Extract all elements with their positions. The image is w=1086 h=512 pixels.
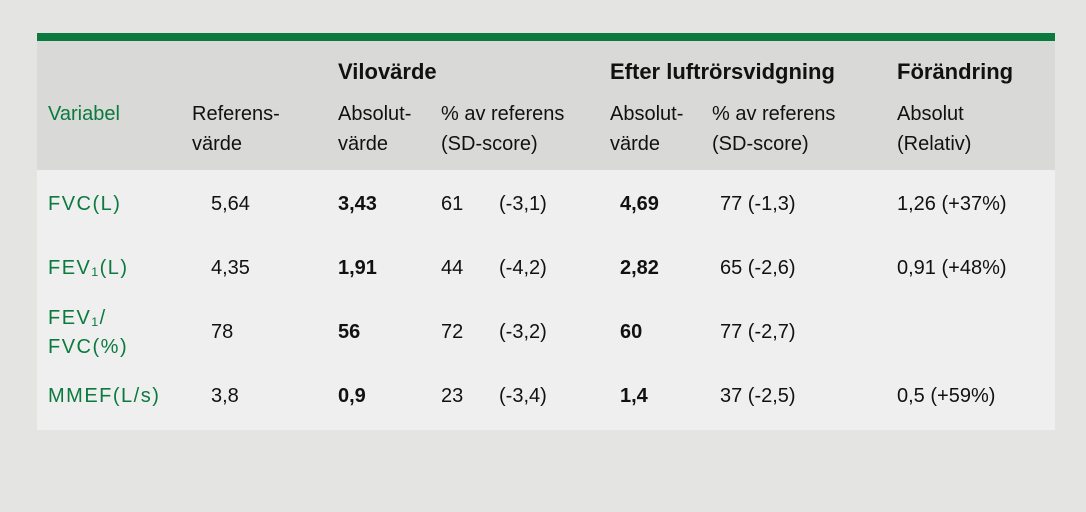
rest-percent: 72: [441, 321, 464, 343]
variable: MMEF(L/s): [48, 385, 161, 407]
rest-absolute: 1,91: [338, 257, 377, 279]
rest-sd: (-4,2): [499, 257, 547, 279]
rest-sd: (-3,2): [499, 321, 547, 343]
reference: 78: [211, 321, 234, 343]
after-percent: 77 (-1,3): [720, 193, 796, 215]
column-header: Referens-: [192, 103, 280, 125]
column-header: värde: [610, 133, 661, 155]
after-percent: 37 (-2,5): [720, 385, 796, 407]
column-header: Variabel: [48, 103, 120, 125]
variable: FEV₁(L): [48, 257, 129, 279]
rest-absolute: 0,9: [338, 385, 366, 407]
top-rule: [37, 33, 1055, 41]
change: 1,26 (+37%): [897, 193, 1007, 215]
group-header: Vilovärde: [338, 59, 437, 84]
after-absolute: 4,69: [620, 193, 659, 215]
column-header: Absolut: [897, 103, 964, 125]
after-percent: 65 (-2,6): [720, 257, 796, 279]
rest-sd: (-3,4): [499, 385, 547, 407]
after-absolute: 2,82: [620, 257, 659, 279]
column-header: (SD-score): [712, 133, 809, 155]
column-header: % av referens: [712, 103, 836, 125]
column-header: Absolut-: [610, 103, 684, 125]
reference: 3,8: [211, 385, 239, 407]
rest-sd: (-3,1): [499, 193, 547, 215]
column-header: värde: [192, 133, 243, 155]
column-header: (SD-score): [441, 133, 538, 155]
group-header: Förändring: [897, 59, 1014, 84]
change: 0,5 (+59%): [897, 385, 996, 407]
body-band: [37, 170, 1055, 430]
rest-absolute: 56: [338, 321, 361, 343]
reference: 5,64: [211, 193, 250, 215]
column-header: Absolut-: [338, 103, 412, 125]
rest-percent: 44: [441, 257, 464, 279]
variable: FVC(%): [48, 335, 129, 358]
variable: FEV₁/: [48, 306, 107, 329]
rest-percent: 23: [441, 385, 464, 407]
change: 0,91 (+48%): [897, 257, 1007, 279]
variable: FVC(L): [48, 193, 122, 215]
reference: 4,35: [211, 257, 250, 279]
header-band: [37, 41, 1055, 170]
group-header: Efter luftrörsvidgning: [610, 59, 835, 84]
column-header: % av referens: [441, 103, 565, 125]
rest-percent: 61: [441, 193, 464, 215]
after-percent: 77 (-2,7): [720, 321, 796, 343]
column-header: värde: [338, 133, 389, 155]
after-absolute: 60: [620, 321, 643, 343]
rest-absolute: 3,43: [338, 193, 377, 215]
column-header: (Relativ): [897, 133, 972, 155]
after-absolute: 1,4: [620, 385, 648, 407]
